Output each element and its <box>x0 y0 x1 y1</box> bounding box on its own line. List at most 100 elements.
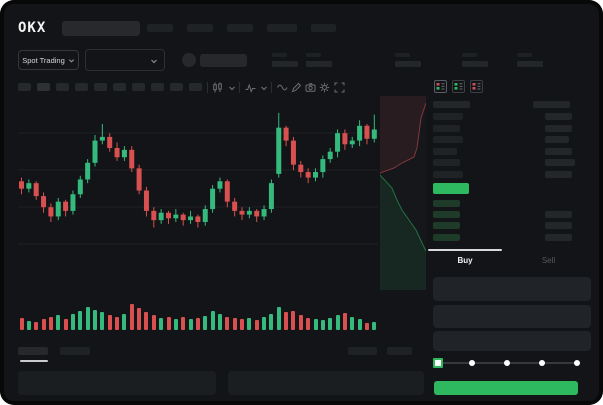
volume-bar <box>232 317 237 330</box>
settings-icon[interactable] <box>319 82 330 93</box>
candlestick-chart[interactable] <box>18 96 378 296</box>
percent-slider-stop[interactable] <box>504 360 510 366</box>
bid-row-price[interactable] <box>433 233 460 241</box>
bid-row-amount[interactable] <box>545 233 572 241</box>
timeframe-button[interactable] <box>56 83 69 91</box>
volume-bar <box>93 309 97 330</box>
nav-item[interactable] <box>311 24 336 32</box>
tab-sell[interactable]: Sell <box>541 255 556 265</box>
ask-row-price[interactable] <box>433 171 463 178</box>
ask-row-price[interactable] <box>433 136 463 144</box>
ask-row-amount[interactable] <box>545 159 575 167</box>
nav-item[interactable] <box>187 24 213 32</box>
percent-slider-stop[interactable] <box>574 360 580 366</box>
volume-bar <box>269 313 274 330</box>
bid-row-amount[interactable] <box>545 222 572 230</box>
percent-slider-handle[interactable] <box>433 358 443 368</box>
timeframe-button[interactable] <box>170 83 183 91</box>
ask-row-amount[interactable] <box>545 124 572 132</box>
nav-item[interactable] <box>147 24 173 32</box>
percent-slider-stop[interactable] <box>539 360 545 366</box>
buy-submit-button[interactable] <box>434 381 578 395</box>
ask-row-amount[interactable] <box>545 147 572 155</box>
nav-item[interactable] <box>227 24 253 32</box>
chart-footer-item[interactable] <box>348 347 377 355</box>
market-type-dropdown[interactable]: Spot Trading <box>18 50 79 70</box>
volume-bar <box>291 310 296 330</box>
volume-bar <box>34 321 39 330</box>
volume-bar <box>48 316 53 330</box>
ask-row-amount[interactable] <box>545 171 572 178</box>
timeframe-button[interactable] <box>151 83 164 91</box>
camera-icon[interactable] <box>305 82 316 93</box>
bid-row-price[interactable] <box>433 211 460 219</box>
volume-bar <box>19 317 24 330</box>
volume-bar <box>41 319 46 330</box>
candle-type-icon[interactable] <box>212 82 223 93</box>
chevron-down-icon[interactable] <box>228 84 236 92</box>
bid-row-amount[interactable] <box>545 211 572 219</box>
timeframe-button[interactable] <box>37 83 50 91</box>
orderbook-combined-icon[interactable] <box>434 80 447 93</box>
nav-item[interactable] <box>267 24 297 32</box>
tab-buy[interactable]: Buy <box>457 255 473 265</box>
volume-bar <box>217 314 222 330</box>
last-price-badge[interactable] <box>433 183 469 194</box>
volume-bar <box>306 317 311 330</box>
chart-footer-item[interactable] <box>387 347 412 355</box>
chevron-down-icon[interactable] <box>260 84 268 92</box>
volume-bar <box>166 316 171 330</box>
ticker-stat-label <box>306 53 321 57</box>
volume-bar <box>129 304 134 330</box>
ask-row-amount[interactable] <box>545 136 569 144</box>
fullscreen-icon[interactable] <box>334 82 345 93</box>
indicator-icon[interactable] <box>245 82 256 93</box>
timeframe-button[interactable] <box>189 83 202 91</box>
percent-slider-stop[interactable] <box>469 360 475 366</box>
ask-row-amount[interactable] <box>545 113 572 120</box>
depth-chart[interactable] <box>380 96 426 290</box>
volume-bar <box>195 318 200 330</box>
ask-row-price[interactable] <box>433 124 460 132</box>
volume-bar <box>63 318 68 330</box>
chart-footer-tab[interactable] <box>60 347 90 355</box>
volume-bar <box>70 313 75 330</box>
orderbook-header-amount <box>533 101 570 108</box>
orderbook-asks-icon[interactable] <box>470 80 483 93</box>
volume-bar <box>320 320 325 330</box>
timeframe-button[interactable] <box>132 83 145 91</box>
timeframe-button[interactable] <box>18 83 31 91</box>
timeframe-button[interactable] <box>75 83 88 91</box>
volume-bar <box>328 318 333 330</box>
total-field[interactable] <box>433 331 591 351</box>
chart-footer-tab-active[interactable] <box>18 347 48 355</box>
draw-icon[interactable] <box>291 82 302 93</box>
bid-row-price[interactable] <box>433 200 460 207</box>
wave-icon[interactable] <box>277 82 288 93</box>
bottom-panel-right <box>228 371 424 395</box>
ask-row-price[interactable] <box>433 159 460 167</box>
volume-bar <box>122 313 127 330</box>
volume-bar <box>107 315 112 330</box>
pair-dropdown[interactable] <box>85 49 165 71</box>
orderbook-bids-icon[interactable] <box>452 80 465 93</box>
active-tab-indicator <box>428 249 502 251</box>
okx-logo[interactable]: OKX <box>18 20 47 36</box>
volume-bar <box>298 315 303 330</box>
price-field[interactable] <box>433 277 591 301</box>
ticker-stat-value <box>272 61 298 67</box>
bid-row-price[interactable] <box>433 222 460 230</box>
volume-bar <box>313 319 318 330</box>
volume-bar <box>56 315 61 330</box>
ask-row-price[interactable] <box>433 147 457 155</box>
ask-row-price[interactable] <box>433 113 463 120</box>
timeframe-button[interactable] <box>113 83 126 91</box>
ticker-stat-label <box>395 53 410 57</box>
pair-name-placeholder <box>200 54 247 67</box>
nav-items <box>147 24 336 32</box>
volume-bar <box>173 318 178 330</box>
search-input[interactable] <box>62 21 140 36</box>
ticker-stat-value <box>395 61 421 67</box>
amount-field[interactable] <box>433 305 591 328</box>
timeframe-button[interactable] <box>94 83 107 91</box>
